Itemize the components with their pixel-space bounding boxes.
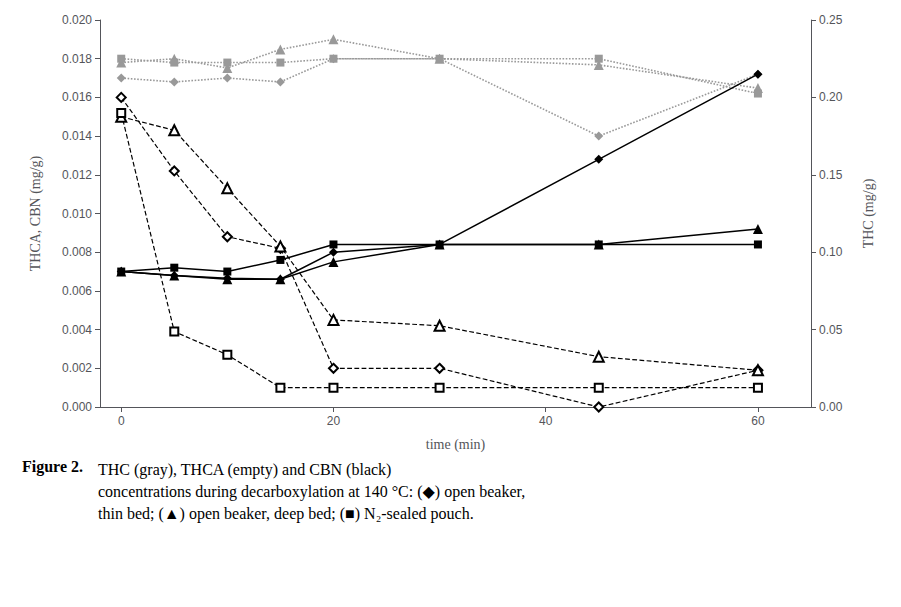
svg-text:40: 40 bbox=[539, 414, 553, 428]
svg-text:time (min): time (min) bbox=[426, 437, 486, 453]
svg-text:0.20: 0.20 bbox=[819, 90, 843, 104]
svg-text:THC (mg/g): THC (mg/g) bbox=[861, 178, 877, 248]
svg-text:0.016: 0.016 bbox=[62, 90, 92, 104]
svg-text:0.05: 0.05 bbox=[819, 323, 843, 337]
svg-text:0.15: 0.15 bbox=[819, 168, 843, 182]
svg-text:0.10: 0.10 bbox=[819, 245, 843, 259]
svg-text:thin bed; (▲) open beaker, dee: thin bed; (▲) open beaker, deep bed; (■)… bbox=[98, 505, 474, 523]
svg-text:60: 60 bbox=[751, 414, 765, 428]
svg-text:0.010: 0.010 bbox=[62, 207, 92, 221]
svg-text:0.012: 0.012 bbox=[62, 168, 92, 182]
svg-text:0.020: 0.020 bbox=[62, 13, 92, 27]
svg-text:THC (gray), THCA (empty) and C: THC (gray), THCA (empty) and CBN (black) bbox=[98, 461, 391, 479]
svg-text:0.008: 0.008 bbox=[62, 245, 92, 259]
svg-text:Figure 2.: Figure 2. bbox=[22, 458, 83, 476]
svg-text:0.014: 0.014 bbox=[62, 129, 92, 143]
svg-text:0.018: 0.018 bbox=[62, 52, 92, 66]
svg-text:0: 0 bbox=[118, 414, 125, 428]
svg-text:0.006: 0.006 bbox=[62, 284, 92, 298]
svg-text:20: 20 bbox=[327, 414, 341, 428]
svg-text:concentrations during decarbox: concentrations during decarboxylation at… bbox=[98, 483, 525, 501]
svg-text:0.000: 0.000 bbox=[62, 400, 92, 414]
svg-text:0.00: 0.00 bbox=[819, 400, 843, 414]
svg-text:0.25: 0.25 bbox=[819, 13, 843, 27]
svg-text:THCA, CBN (mg/g): THCA, CBN (mg/g) bbox=[28, 155, 44, 271]
svg-text:0.002: 0.002 bbox=[62, 361, 92, 375]
svg-text:0.004: 0.004 bbox=[62, 323, 92, 337]
